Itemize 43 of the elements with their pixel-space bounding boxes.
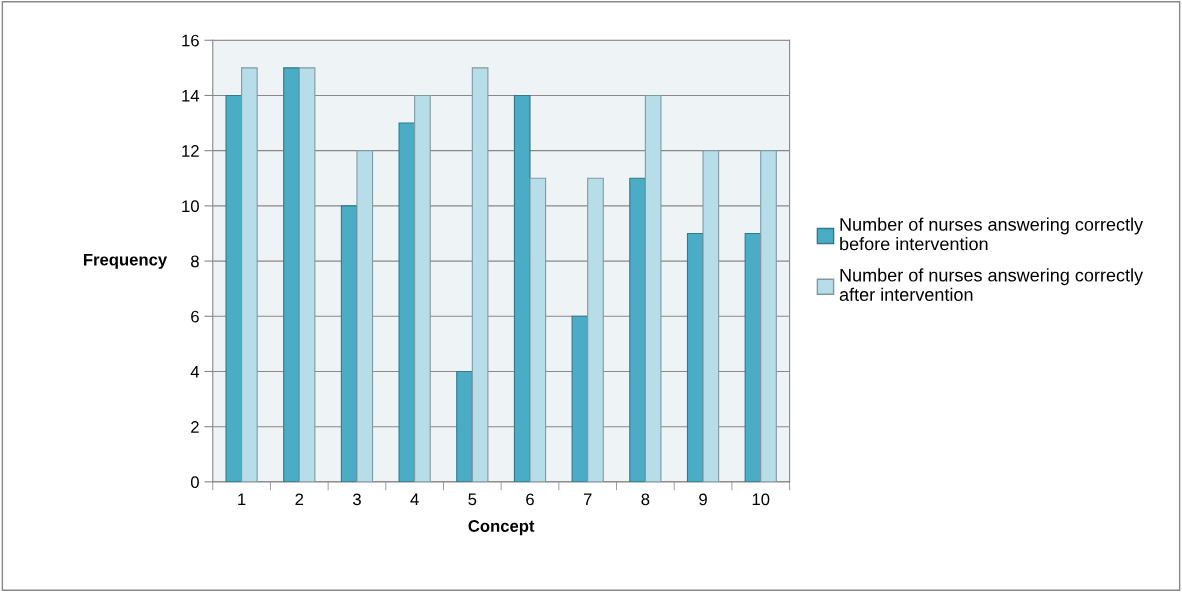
bar [471, 67, 489, 482]
y-tick-label: 2 [191, 421, 199, 433]
bar [340, 205, 358, 482]
x-tick-label: 6 [526, 493, 534, 506]
x-tick-label: 7 [583, 493, 592, 506]
bar [283, 67, 300, 482]
y-axis-title: Frequency [83, 253, 168, 269]
bar [241, 67, 258, 482]
bar [644, 94, 662, 482]
bar [529, 177, 547, 482]
bar [629, 177, 646, 482]
bar [686, 232, 704, 482]
x-tick-label: 3 [352, 493, 361, 506]
x-tick-label: 1 [238, 493, 246, 506]
y-tick-label: 16 [182, 34, 199, 47]
legend-label: Number of nurses answering correctly before intervention [840, 217, 1144, 251]
x-tick-label: 2 [295, 493, 304, 506]
bar [298, 67, 316, 482]
y-tick-label: 12 [182, 145, 199, 157]
x-tick-label: 5 [468, 493, 477, 506]
bar [513, 94, 531, 482]
bar [587, 177, 604, 482]
x-tick-label: 9 [699, 493, 707, 506]
bar [760, 150, 777, 482]
bar [702, 150, 720, 482]
x-tick-label: 4 [410, 493, 419, 506]
x-tick-label: 10 [752, 493, 770, 506]
x-tick-label: 8 [641, 493, 650, 506]
bar [456, 370, 473, 482]
bar [398, 122, 416, 482]
y-tick-label: 10 [182, 200, 199, 213]
y-tick-label: 0 [190, 476, 199, 489]
y-tick-label: 14 [182, 90, 200, 102]
bar [744, 232, 762, 482]
x-axis-title: Concept [468, 520, 535, 536]
legend-label: Number of nurses answering correctly after intervention [839, 268, 1144, 301]
y-tick-label: 4 [190, 366, 200, 378]
y-tick-label: 8 [191, 255, 199, 268]
bar [571, 315, 589, 482]
y-tick-label: 6 [191, 310, 199, 323]
bar [225, 94, 243, 482]
bar [356, 150, 374, 482]
bar [414, 94, 431, 482]
